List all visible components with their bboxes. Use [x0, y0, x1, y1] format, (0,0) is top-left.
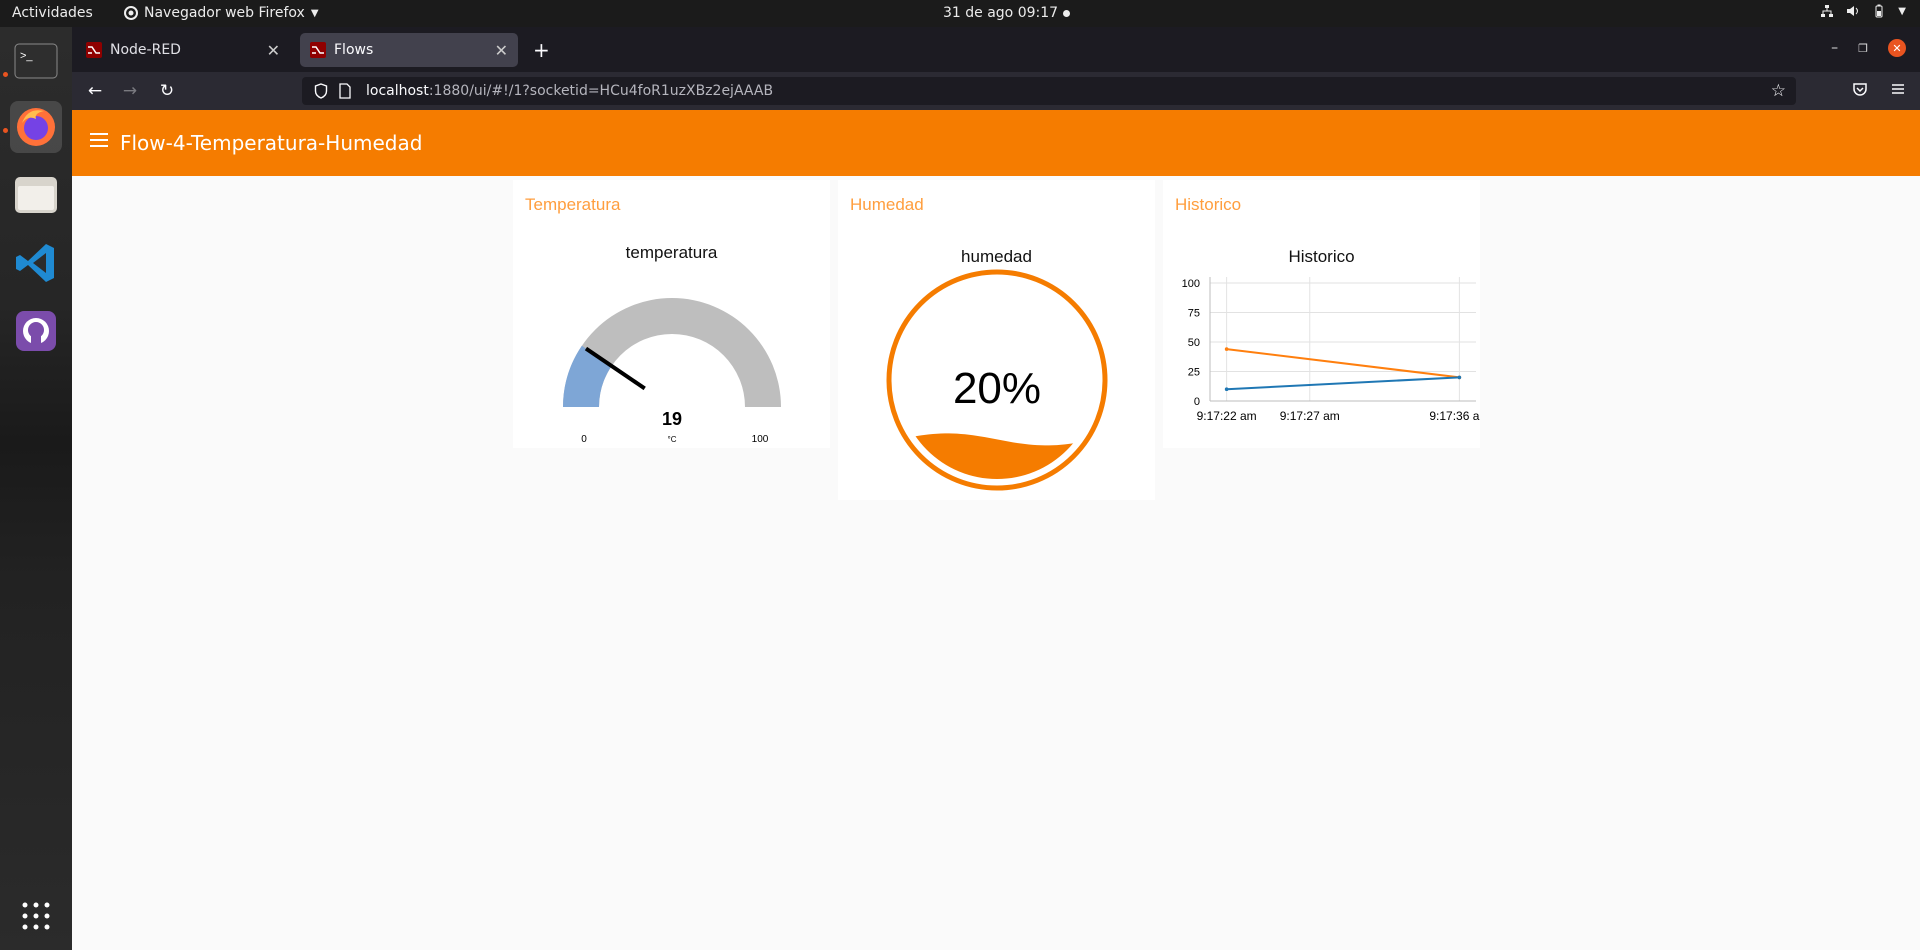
tab-label: Node-RED: [110, 42, 181, 58]
chart-title: Historico: [1288, 247, 1355, 266]
app-menu-label: Navegador web Firefox: [144, 5, 305, 21]
close-window-button[interactable]: ✕: [1888, 39, 1906, 57]
y-tick-label: 50: [1188, 337, 1200, 349]
x-tick-label: 9:17:22 am: [1197, 409, 1257, 423]
tab-flows[interactable]: Flows ✕: [300, 33, 518, 67]
x-tick-label: 9:17:36 am: [1429, 409, 1480, 423]
chevron-down-icon: ▼: [310, 7, 319, 19]
historico-line-chart: 100 75 50 25 09:17:22 am 9:17:27 am 9:17:36 am: [1182, 277, 1480, 423]
new-tab-button[interactable]: +: [533, 38, 550, 62]
back-button[interactable]: ←: [87, 81, 103, 101]
forward-button[interactable]: →: [122, 81, 138, 101]
vscode-launcher[interactable]: [10, 237, 62, 289]
system-top-bar: Actividades Navegador web Firefox ▼ 31 d…: [0, 0, 1920, 27]
system-tray[interactable]: ▼: [1820, 4, 1906, 18]
humidity-liquid-gauge: 20%: [886, 269, 1108, 491]
maximize-button[interactable]: ❐: [1858, 41, 1868, 55]
network-icon: [1821, 5, 1834, 17]
firefox-icon: [17, 108, 55, 146]
window-controls: – ❐ ✕: [1831, 39, 1906, 57]
bookmark-star-icon[interactable]: ☆: [1770, 81, 1786, 101]
gauge-needle: [584, 346, 646, 391]
url-text: localhost:1880/ui/#!/1?socketid=HCu4foR1…: [366, 83, 773, 99]
temperature-gauge: 19 °C 0 100: [563, 298, 781, 445]
terminal-icon: >_: [14, 43, 58, 79]
activities-button[interactable]: Actividades: [12, 5, 93, 21]
browser-tab-bar: Node-RED ✕ Flows ✕ + – ❐ ✕: [72, 27, 1920, 72]
gauge-min-label: 0: [581, 434, 587, 445]
gauge-track: [563, 298, 781, 407]
minimize-button[interactable]: –: [1831, 40, 1839, 56]
firefox-icon: [124, 6, 138, 20]
vscode-icon: [16, 244, 54, 282]
group-title: Humedad: [850, 195, 924, 214]
humedad-card: Humedad humedad 20%: [838, 180, 1155, 500]
node-red-icon: [310, 42, 326, 58]
gauge-max-label: 100: [752, 434, 769, 445]
github-launcher[interactable]: [10, 305, 62, 357]
series-line-temperatura: [1226, 376, 1460, 391]
close-icon[interactable]: ✕: [266, 41, 280, 60]
y-tick-label: 75: [1188, 308, 1200, 320]
browser-nav-bar: ← → ↻ localhost:1880/ui/#!/1?socketid=HC…: [72, 72, 1920, 110]
page-title: Flow-4-Temperatura-Humedad: [120, 131, 423, 155]
dashboard-header: Flow-4-Temperatura-Humedad: [72, 110, 1920, 176]
temperatura-card: Temperatura temperatura 19 °C 0 100: [513, 180, 830, 448]
data-point-temperatura: [1457, 375, 1462, 380]
gauge-value: 19: [662, 409, 682, 429]
y-tick-label: 0: [1194, 396, 1200, 408]
x-tick-label: 9:17:27 am: [1280, 409, 1340, 423]
svg-text:>_: >_: [20, 50, 33, 62]
url-host: localhost: [366, 83, 429, 99]
files-launcher[interactable]: [10, 169, 62, 221]
series-line-humedad: [1226, 348, 1460, 379]
reload-button[interactable]: ↻: [159, 81, 175, 101]
group-title: Historico: [1175, 195, 1242, 214]
dashboard-page: Flow-4-Temperatura-Humedad Temperatura t…: [72, 110, 1920, 950]
data-point-humedad: [1224, 347, 1229, 351]
url-bar[interactable]: localhost:1880/ui/#!/1?socketid=HCu4foR1…: [302, 77, 1796, 105]
github-icon: [16, 311, 56, 351]
app-grid-icon: [22, 902, 50, 930]
url-path: :1880/ui/#!/1?socketid=HCu4foR1uzXBz2ejA…: [428, 83, 774, 99]
tab-node-red[interactable]: Node-RED ✕: [76, 33, 290, 67]
liquid-gauge-value: 20%: [953, 364, 1041, 413]
battery-icon: [1875, 4, 1883, 18]
group-title: Temperatura: [525, 195, 621, 214]
historico-card: Historico Historico 100 75 50 25 0 9:17:22 am…: [1163, 180, 1480, 448]
data-point-temperatura: [1224, 387, 1229, 391]
clock[interactable]: 31 de ago 09:17: [943, 5, 1059, 21]
gauge-fill: [563, 345, 612, 407]
folder-icon: [15, 177, 57, 213]
show-applications-button[interactable]: [10, 890, 62, 942]
app-menu[interactable]: Navegador web Firefox ▼: [124, 5, 319, 21]
y-tick-label: 100: [1182, 278, 1200, 290]
tab-label: Flows: [334, 42, 374, 58]
shield-icon: [314, 83, 328, 99]
node-red-icon: [86, 42, 102, 58]
page-icon: [339, 83, 351, 99]
running-indicator: [3, 128, 8, 133]
terminal-launcher[interactable]: >_: [10, 35, 62, 87]
dock: >_: [0, 27, 72, 950]
liquid-gauge-title: humedad: [961, 247, 1032, 266]
liquid-gauge-ring: [886, 269, 1108, 491]
volume-icon: [1847, 6, 1859, 16]
menu-icon[interactable]: [90, 133, 108, 147]
running-indicator: [3, 72, 8, 77]
chevron-down-icon: ▼: [1898, 5, 1906, 17]
close-icon[interactable]: ✕: [494, 41, 508, 60]
hamburger-menu-icon[interactable]: [1890, 81, 1906, 97]
y-tick-label: 25: [1188, 367, 1200, 379]
toolbar-right: [1852, 81, 1906, 97]
firefox-launcher[interactable]: [10, 101, 62, 153]
gauge-unit: °C: [668, 435, 677, 444]
notification-dot: [1063, 10, 1070, 17]
gauge-title: temperatura: [625, 243, 718, 262]
pocket-icon[interactable]: [1852, 81, 1868, 97]
